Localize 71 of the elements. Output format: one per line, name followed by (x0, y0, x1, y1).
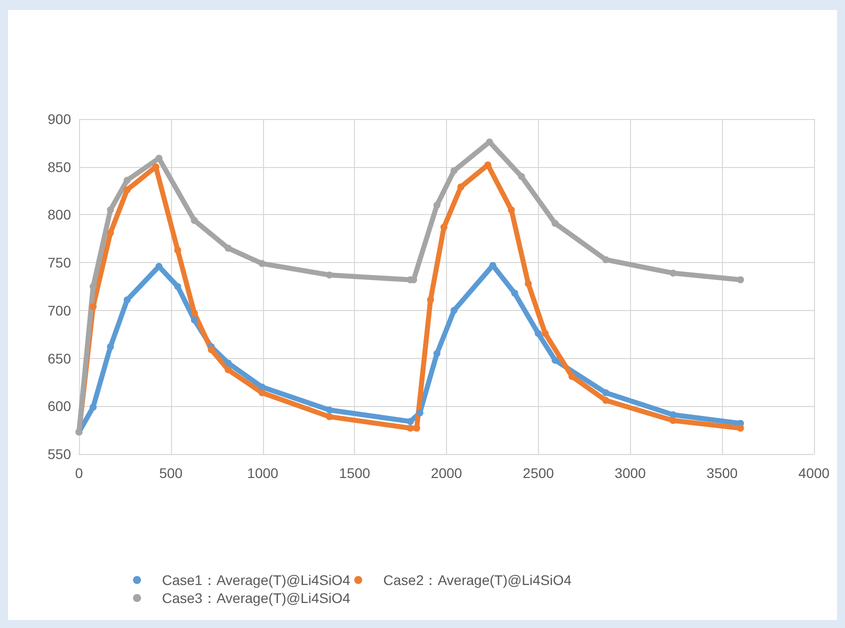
y-tick-label: 600 (48, 398, 72, 414)
legend-label: Case1：Average(T)@Li4SiO4 (162, 572, 350, 588)
point (326, 406, 333, 414)
point (124, 296, 131, 304)
point (670, 417, 677, 424)
point (737, 276, 744, 284)
point (190, 310, 198, 317)
point (326, 272, 333, 279)
point (534, 330, 542, 337)
point (174, 283, 182, 290)
y-tick-label: 850 (48, 158, 72, 175)
point (224, 360, 232, 367)
point (208, 346, 215, 354)
point (568, 372, 576, 380)
x-tick-label: 4000 (798, 465, 830, 481)
point (552, 220, 559, 227)
point (511, 290, 518, 297)
point (90, 303, 97, 310)
point (258, 389, 266, 396)
point (524, 280, 532, 288)
point (106, 343, 114, 350)
x-tick-label: 2500 (522, 465, 554, 481)
point (737, 424, 744, 432)
point (190, 316, 198, 324)
point (602, 256, 610, 264)
x-tick-label: 2000 (430, 465, 462, 481)
point (552, 356, 559, 364)
point (190, 216, 198, 224)
point (433, 202, 440, 209)
point (224, 366, 232, 374)
legend-label: Case3：Average(T)@Li4SiO4 (162, 590, 350, 606)
point (174, 246, 182, 254)
y-tick-label: 700 (48, 302, 72, 318)
point (542, 330, 549, 337)
point (450, 167, 458, 174)
x-tick-label: 1000 (247, 465, 279, 481)
point (413, 424, 420, 432)
point (433, 350, 440, 357)
x-tick-label: 1500 (339, 465, 370, 481)
point (427, 296, 434, 304)
y-tick-label: 750 (48, 254, 72, 271)
x-tick-label: 0 (75, 465, 84, 481)
y-tick-label: 550 (48, 446, 72, 462)
point (457, 183, 464, 190)
point (224, 244, 232, 252)
point (518, 172, 525, 180)
point (258, 260, 266, 268)
y-tick-label: 900 (48, 111, 72, 127)
point (406, 418, 414, 425)
y-tick-label: 650 (48, 350, 72, 366)
point (124, 176, 131, 184)
point (90, 404, 97, 411)
legend-label: Case2：Average(T)@Li4SiO4 (383, 572, 572, 588)
y-tick-label: 800 (48, 206, 72, 223)
point (508, 206, 515, 214)
point (450, 306, 458, 314)
x-tick-label: 3000 (614, 465, 646, 481)
point (602, 389, 610, 396)
point (106, 206, 114, 214)
point (90, 283, 97, 290)
point (602, 396, 610, 404)
x-tick-label: 500 (159, 465, 183, 481)
point (326, 413, 333, 420)
x-tick-label: 3500 (706, 465, 738, 481)
point (416, 409, 424, 416)
point (486, 138, 493, 146)
point (670, 270, 677, 277)
point (440, 224, 448, 231)
point (124, 186, 131, 194)
point (106, 229, 114, 236)
point (406, 424, 414, 432)
